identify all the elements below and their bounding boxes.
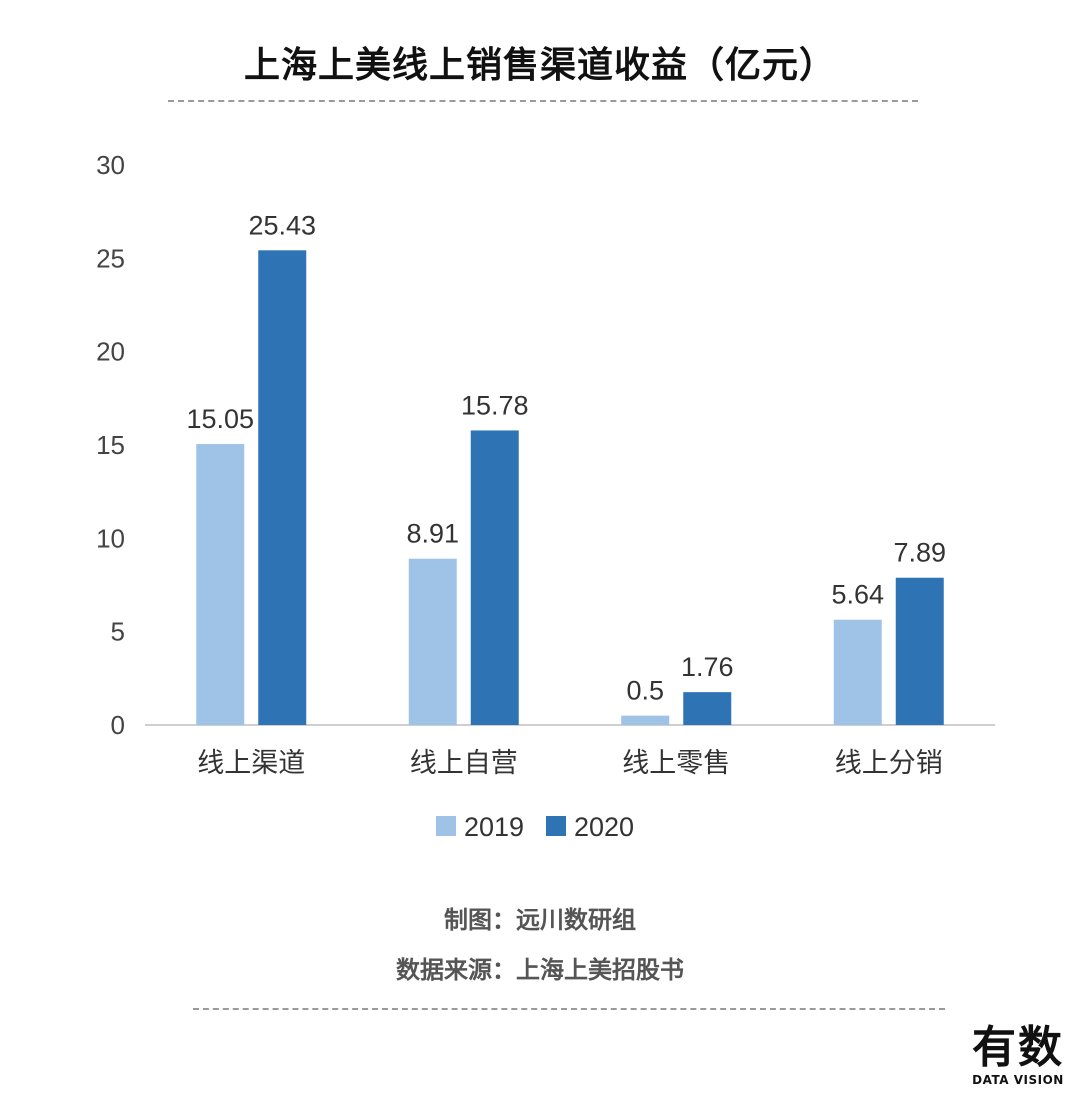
data-label: 1.76 [681, 652, 734, 682]
bar-2020 [470, 430, 519, 725]
data-label: 7.89 [893, 538, 946, 568]
top-dashed-divider [168, 100, 918, 102]
data-label: 25.43 [248, 210, 316, 240]
data-vision-logo: 有数 DATA VISION [968, 1024, 1068, 1088]
y-tick-label: 30 [96, 150, 125, 180]
y-tick-label: 15 [96, 430, 125, 460]
bar-2020 [258, 250, 307, 725]
category-label: 线上分销 [835, 748, 943, 778]
y-tick-label: 5 [111, 617, 125, 647]
y-tick-label: 10 [96, 523, 125, 553]
bar-2019 [621, 715, 670, 725]
data-label: 0.5 [626, 676, 664, 706]
bar-chart: 0 5 10 15 20 25 30 15.05 25.43 线上渠道 8.91 15.78 线上自营 0… [96, 150, 995, 842]
bar-2020 [683, 692, 732, 725]
legend-swatch-2019 [436, 816, 456, 836]
chart-maker-credit: 制图：远川数研组 [444, 906, 636, 934]
bar-2019 [196, 444, 245, 725]
category-label: 线上零售 [622, 748, 730, 778]
legend-label: 2020 [574, 812, 634, 842]
data-label: 15.05 [186, 404, 254, 434]
bar-2019 [833, 619, 882, 725]
data-label: 15.78 [461, 390, 529, 420]
bar-2020 [895, 577, 944, 725]
logo-en-text: DATA VISION [972, 1073, 1064, 1087]
y-tick-label: 20 [96, 337, 125, 367]
chart-title: 上海上美线上销售渠道收益（亿元） [243, 45, 836, 86]
legend-swatch-2020 [546, 816, 566, 836]
data-label: 5.64 [831, 580, 884, 610]
category-label: 线上自营 [410, 748, 518, 778]
bottom-dashed-divider [193, 1008, 945, 1010]
logo-cn-text: 有数 [972, 1022, 1064, 1073]
data-label: 8.91 [406, 519, 459, 549]
y-tick-label: 0 [111, 710, 125, 740]
bar-2019 [408, 558, 457, 725]
data-source-credit: 数据来源：上海上美招股书 [396, 956, 684, 984]
legend-label: 2019 [464, 812, 524, 842]
category-label: 线上渠道 [197, 748, 305, 778]
y-tick-label: 25 [96, 243, 125, 273]
